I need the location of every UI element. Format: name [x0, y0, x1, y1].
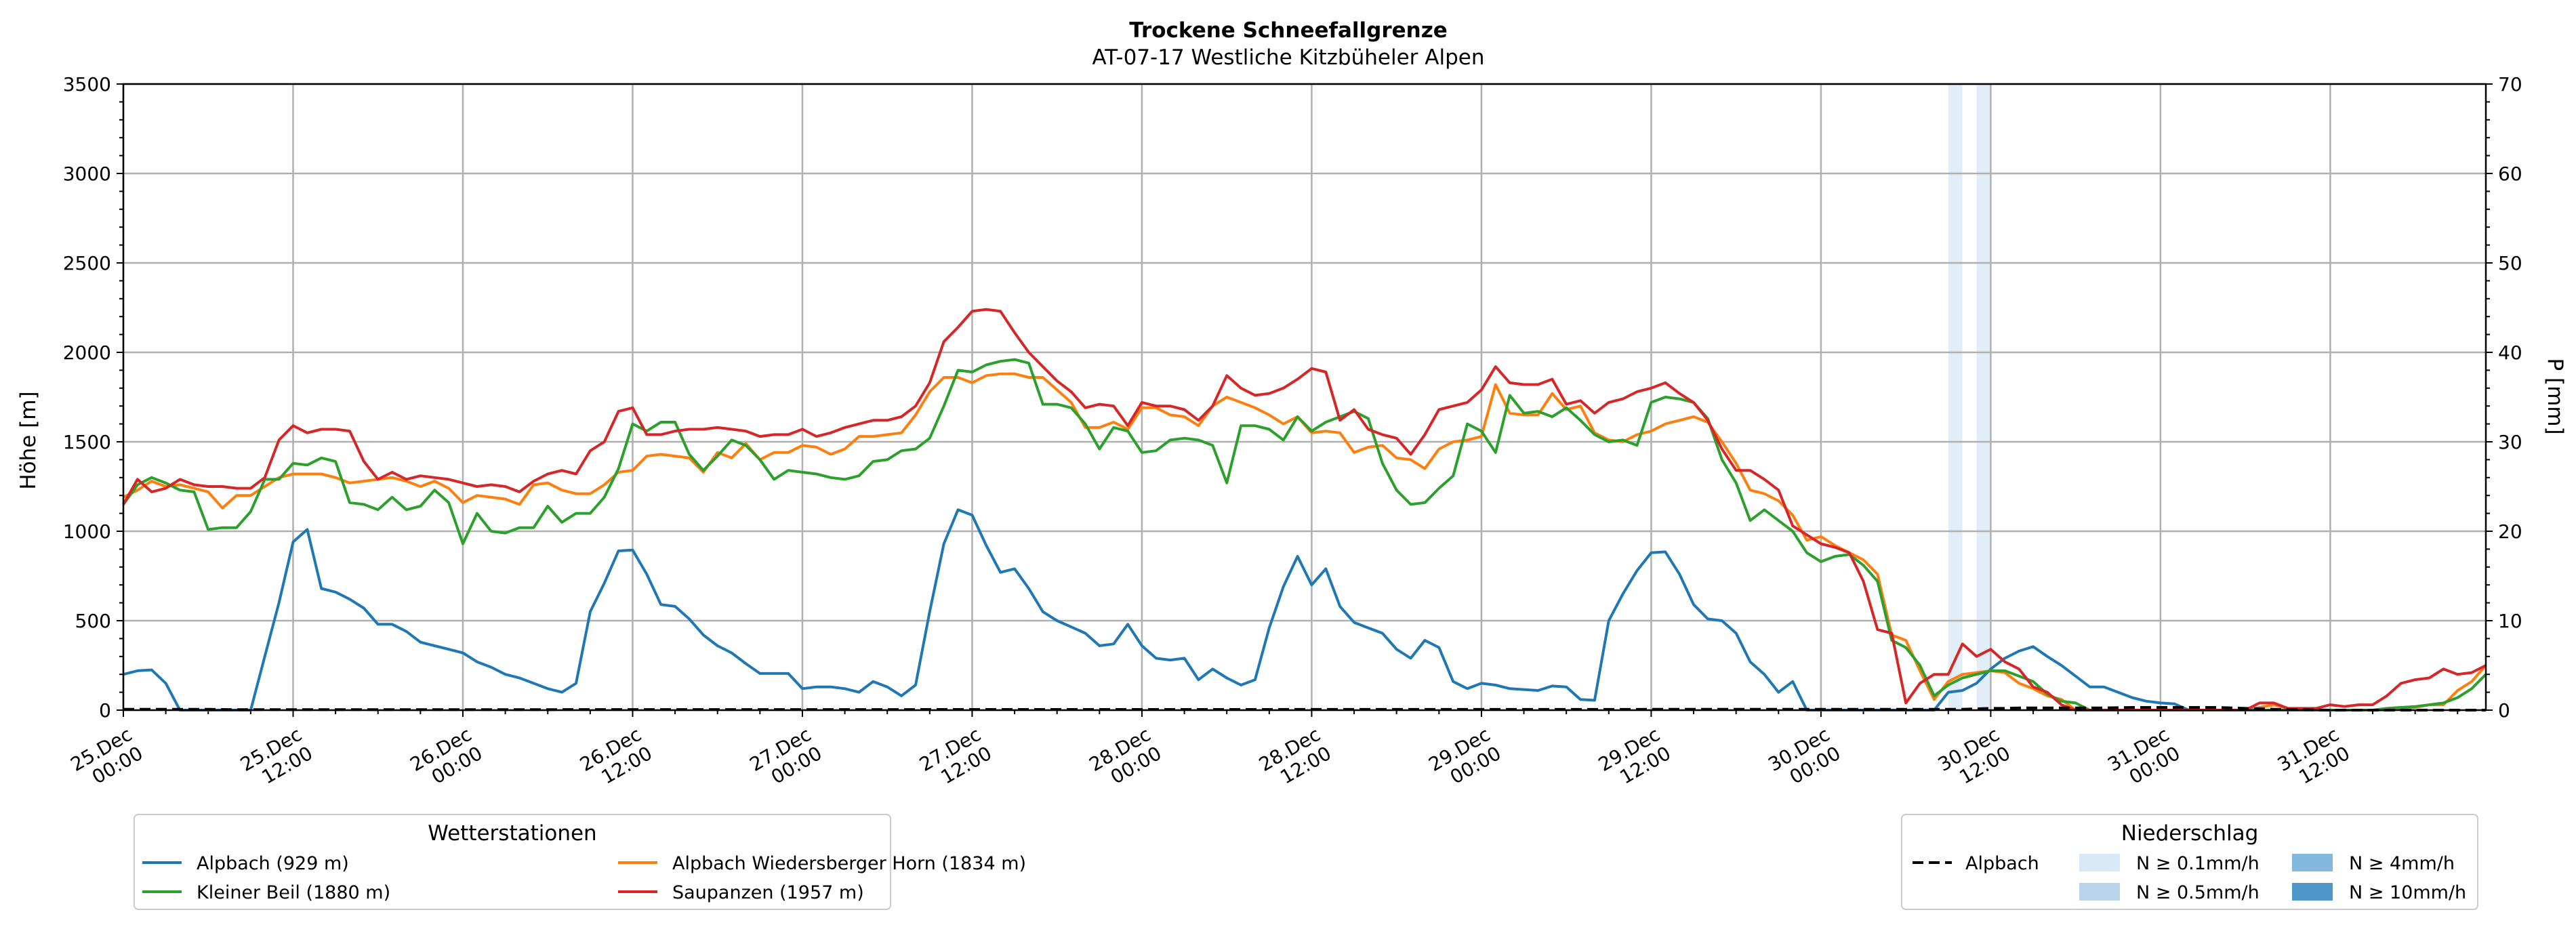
legend-precip-swatch-0 — [2079, 854, 2120, 871]
grid — [122, 83, 2486, 711]
series-line-0 — [123, 508, 2190, 711]
y-right-tick-label-0: 0 — [2498, 699, 2510, 722]
legend-precip-label-2: N ≥ 4mm/h — [2349, 853, 2455, 874]
legend-precip: Niederschlag Alpbach N ≥ 0.1mm/h N ≥ 0.5m… — [1901, 814, 2478, 910]
legend-station-label-0: Alpbach (929 m) — [197, 853, 349, 874]
y-right-tick-label-6: 60 — [2498, 163, 2522, 185]
y-tick-label-3: 1500 — [63, 431, 111, 453]
series-line-3 — [122, 308, 2487, 711]
precip-bands — [1948, 84, 1991, 710]
y-tick-label-7: 3500 — [63, 73, 111, 96]
legend-precip-line-label: Alpbach — [1965, 853, 2039, 874]
y-tick-label-1: 500 — [75, 610, 111, 632]
chart-subtitle: AT-07-17 Westliche Kitzbüheler Alpen — [1092, 45, 1485, 70]
y-axis-label: Höhe [m] — [16, 391, 41, 489]
legend-stations-title: Wetterstationen — [428, 821, 596, 846]
chart-title: Trockene Schneefallgrenze — [1129, 18, 1448, 43]
y-axis-left: 0 500 1000 1500 2000 2500 3000 3500 — [63, 73, 123, 722]
y-right-tick-label-1: 10 — [2498, 610, 2522, 632]
legend-precip-label-0: N ≥ 0.1mm/h — [2136, 853, 2260, 874]
legend-precip-swatch-3 — [2292, 883, 2333, 901]
legend-precip-title: Niederschlag — [2121, 821, 2259, 846]
y-tick-label-6: 3000 — [63, 163, 111, 185]
precip-band-0 — [1948, 84, 1963, 710]
y-right-tick-label-4: 40 — [2498, 342, 2522, 364]
y-axis-right: 0 10 20 30 40 50 60 70 — [2486, 73, 2522, 722]
y-tick-label-2: 1000 — [63, 520, 111, 543]
y-tick-label-0: 0 — [99, 699, 111, 722]
y-right-tick-label-5: 50 — [2498, 252, 2522, 274]
y-tick-label-5: 2500 — [63, 252, 111, 274]
legend-station-label-1: Kleiner Beil (1880 m) — [197, 882, 390, 903]
series-lines — [122, 308, 2487, 711]
legend-precip-label-3: N ≥ 10mm/h — [2349, 882, 2466, 903]
legend-precip-label-1: N ≥ 0.5mm/h — [2136, 882, 2260, 903]
legend-stations-frame — [134, 814, 891, 910]
y-right-tick-label-2: 20 — [2498, 520, 2522, 543]
precip-band-1 — [1976, 84, 1991, 710]
legend-precip-frame — [1901, 814, 2478, 910]
y-right-tick-label-7: 70 — [2498, 73, 2522, 96]
legend-station-label-3: Saupanzen (1957 m) — [672, 882, 864, 903]
y-right-tick-label-3: 30 — [2498, 431, 2522, 453]
precip-line-alpbach — [123, 706, 2486, 711]
series-line-1 — [123, 372, 2487, 711]
legend-stations: Wetterstationen Alpbach (929 m) Kleiner B… — [134, 814, 1026, 910]
legend-station-label-2: Alpbach Wiedersberger Horn (1834 m) — [672, 853, 1026, 874]
y-axis-label-right: P [mm] — [2543, 358, 2567, 434]
series-line-2 — [122, 358, 2487, 711]
plot-frame — [122, 83, 2487, 711]
y-tick-label-4: 2000 — [63, 342, 111, 364]
legend-precip-swatch-2 — [2292, 854, 2333, 871]
legend-precip-swatch-1 — [2079, 883, 2120, 901]
